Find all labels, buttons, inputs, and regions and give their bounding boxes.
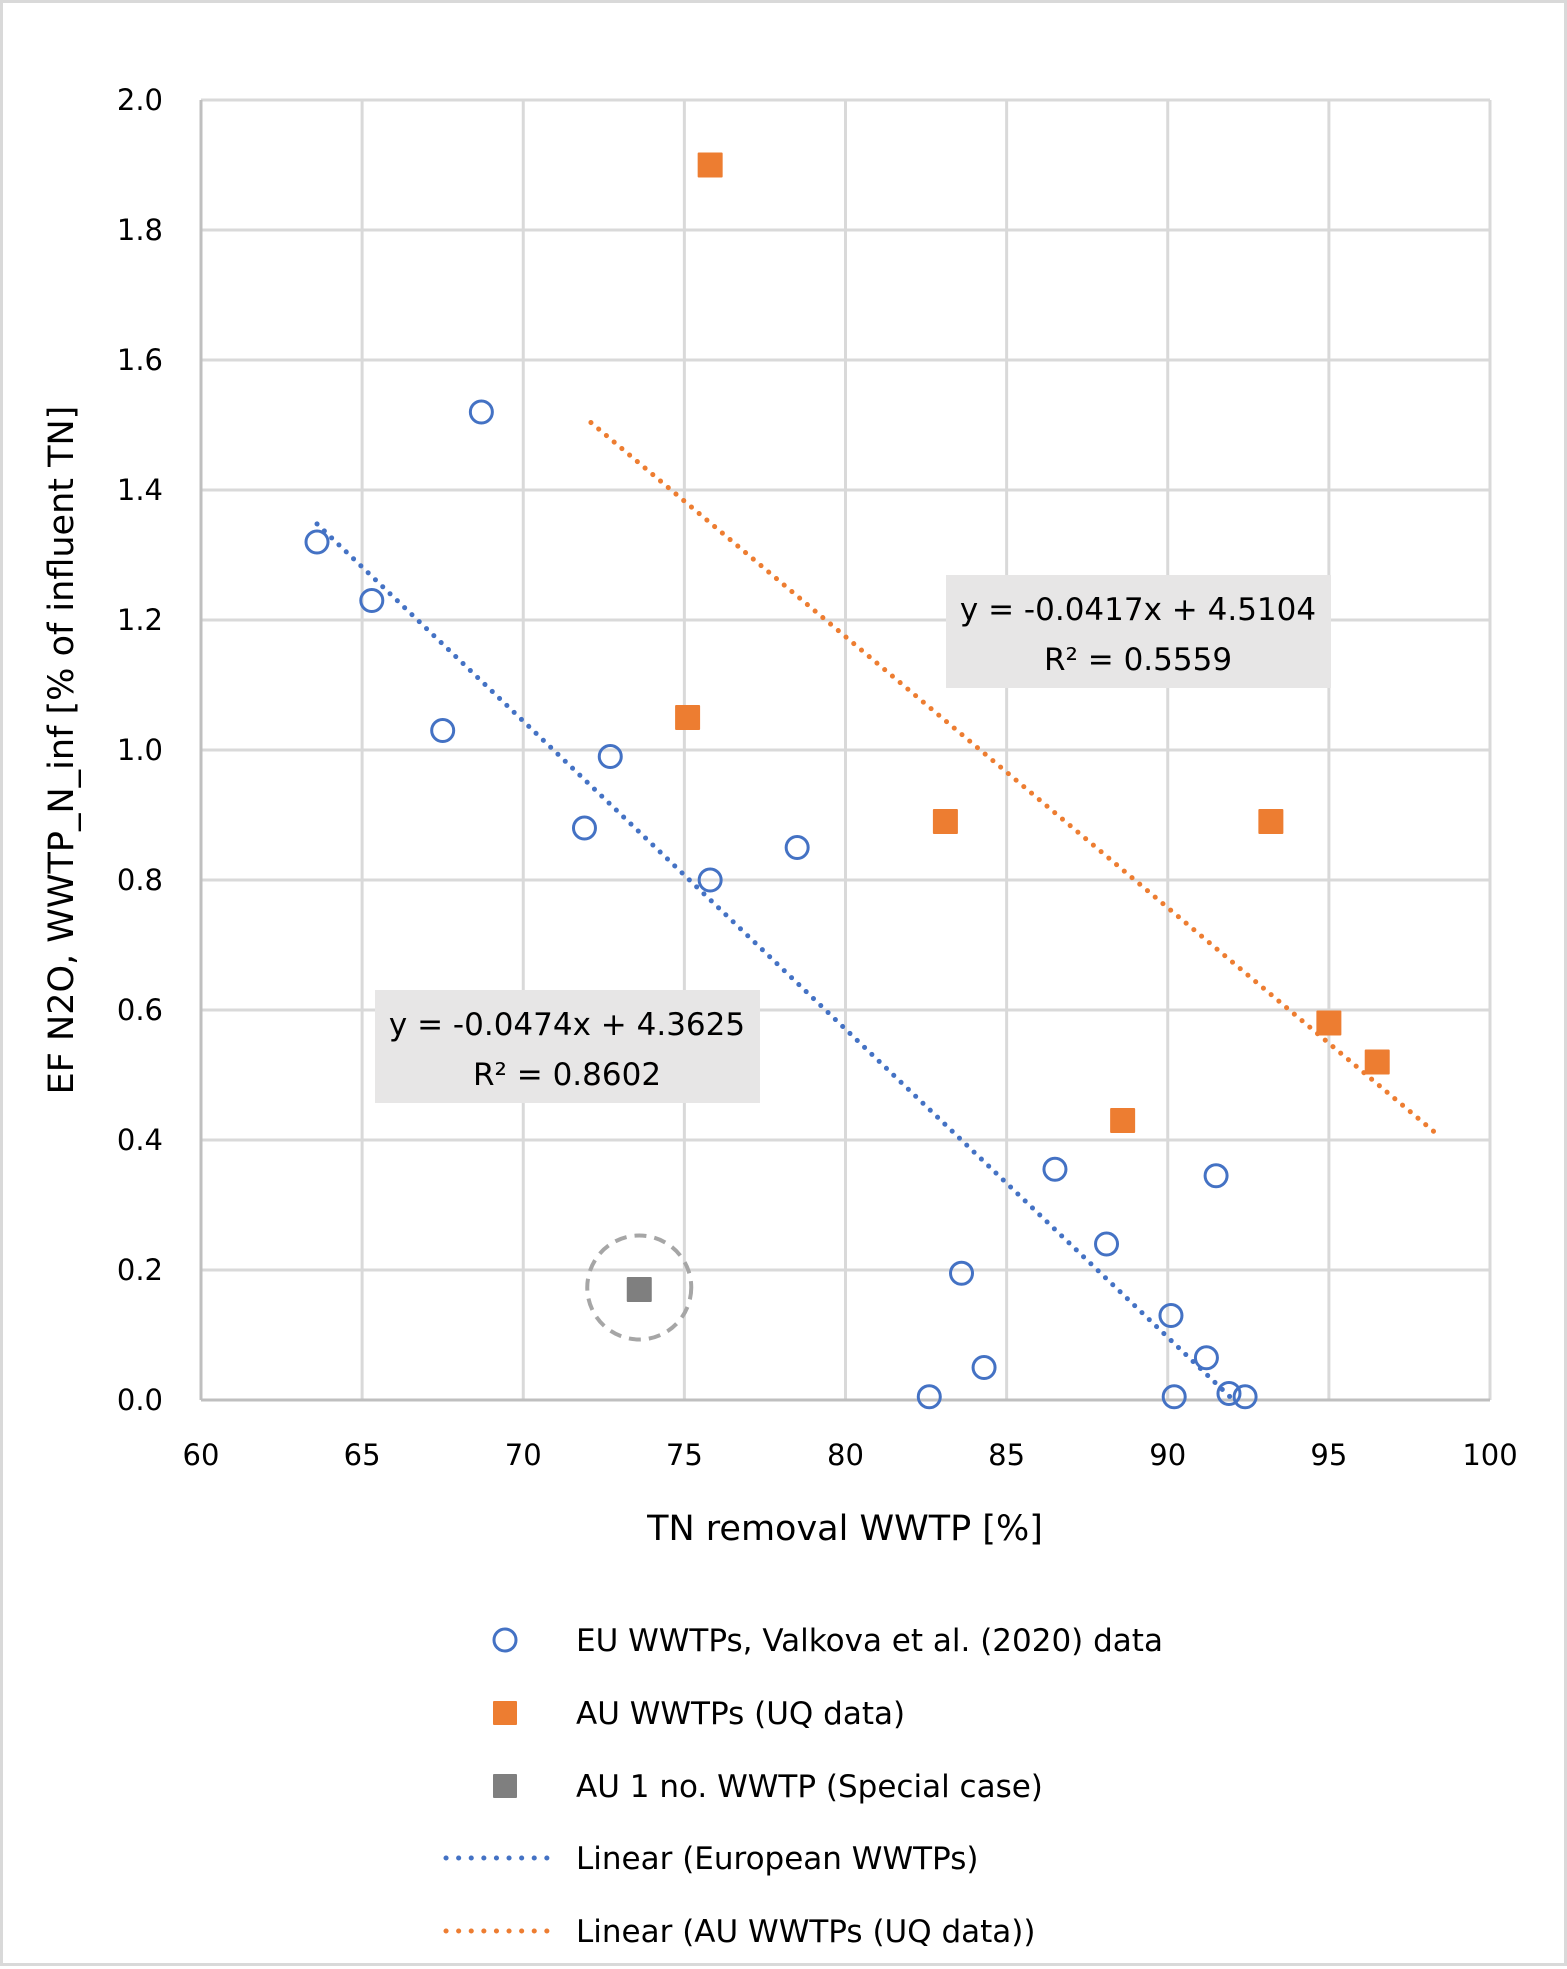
eu-data-point bbox=[597, 744, 623, 769]
legend-open-circle-icon bbox=[492, 1627, 518, 1653]
special-case-highlight-circle bbox=[585, 1233, 694, 1342]
legend-square-icon bbox=[493, 1701, 517, 1725]
x-axis-title: TN removal WWTP [%] bbox=[646, 1509, 1043, 1549]
eu-data-point bbox=[697, 867, 723, 893]
legend-item: Linear (European WWTPs) bbox=[443, 1841, 978, 1877]
eu-data-point bbox=[1161, 1384, 1187, 1410]
legend-label: AU WWTPs (UQ data) bbox=[576, 1696, 905, 1732]
au-data-point bbox=[675, 705, 701, 730]
legend-label: Linear (European WWTPs) bbox=[576, 1841, 978, 1877]
legend-label: Linear (AU WWTPs (UQ data)) bbox=[576, 1914, 1036, 1950]
au-data-point bbox=[1316, 1010, 1342, 1036]
equation-box-eu-background bbox=[375, 990, 760, 1103]
legend-item: AU 1 no. WWTP (Special case) bbox=[493, 1769, 1043, 1805]
eu-data-point bbox=[468, 399, 494, 425]
scatter-chart: 60 65 70 75 80 85 90 95 100 0.0 0.2 0.4 0.6 0.8 1.0 1.… bbox=[42, 83, 1518, 1950]
eu-data-point bbox=[1232, 1384, 1258, 1410]
legend-item: EU WWTPs, Valkova et al. (2020) data bbox=[492, 1623, 1163, 1659]
eu-data-point bbox=[304, 529, 330, 555]
x-tick-labels: 60 65 70 75 80 85 90 95 100 bbox=[183, 1438, 1518, 1472]
x-tick-label: 75 bbox=[666, 1438, 703, 1472]
eu-data-point bbox=[1216, 1381, 1242, 1406]
eu-data-point bbox=[1203, 1163, 1229, 1189]
x-tick-label: 70 bbox=[505, 1438, 542, 1472]
trendline-au bbox=[588, 420, 1441, 1138]
equation-eu: y = -0.0474x + 4.3625 bbox=[389, 1007, 745, 1043]
y-tick-label: 1.6 bbox=[117, 343, 163, 377]
y-tick-labels: 0.0 0.2 0.4 0.6 0.8 1.0 1.2 1.4 1.6 1.8 2.0 bbox=[117, 83, 163, 1417]
x-tick-label: 80 bbox=[827, 1438, 864, 1472]
y-tick-label: 2.0 bbox=[117, 83, 163, 117]
x-tick-label: 85 bbox=[988, 1438, 1025, 1472]
legend-square-icon bbox=[493, 1774, 517, 1798]
eu-data-point bbox=[1094, 1231, 1120, 1257]
au-data-point bbox=[1258, 809, 1284, 834]
y-tick-label: 1.0 bbox=[117, 733, 163, 767]
y-tick-label: 0.6 bbox=[117, 993, 163, 1027]
eu-data-point bbox=[1042, 1156, 1068, 1182]
equation-boxes: y = -0.0474x + 4.3625 R² = 0.8602 y = -0… bbox=[375, 575, 1331, 1103]
equation-box-eu: y = -0.0474x + 4.3625 R² = 0.8602 bbox=[375, 990, 760, 1103]
r-squared-eu: R² = 0.8602 bbox=[473, 1057, 661, 1093]
eu-data-point bbox=[430, 718, 456, 743]
x-tick-label: 65 bbox=[344, 1438, 381, 1472]
trendline-eu bbox=[314, 521, 1235, 1402]
trendlines bbox=[314, 420, 1441, 1402]
eu-data-point bbox=[1193, 1345, 1219, 1371]
equation-box-au: y = -0.0417x + 4.5104 R² = 0.5559 bbox=[946, 575, 1331, 688]
eu-data-point bbox=[949, 1260, 975, 1286]
legend: EU WWTPs, Valkova et al. (2020) data AU W… bbox=[443, 1623, 1163, 1950]
gridlines bbox=[201, 98, 1492, 1400]
x-tick-label: 95 bbox=[1310, 1438, 1347, 1472]
eu-data-point bbox=[784, 835, 810, 860]
y-tick-label: 0.2 bbox=[117, 1253, 163, 1287]
au-data-point bbox=[697, 152, 723, 178]
eu-data-point bbox=[971, 1355, 997, 1380]
au-data-point bbox=[1364, 1049, 1390, 1075]
y-tick-label: 0.8 bbox=[117, 863, 163, 897]
legend-label: EU WWTPs, Valkova et al. (2020) data bbox=[576, 1623, 1163, 1659]
y-tick-label: 1.2 bbox=[117, 603, 163, 637]
au-data-point bbox=[932, 809, 958, 834]
x-tick-label: 100 bbox=[1462, 1438, 1517, 1472]
eu-data-point bbox=[359, 588, 385, 613]
data-points bbox=[304, 152, 1390, 1410]
eu-data-point bbox=[571, 815, 597, 841]
y-tick-label: 0.4 bbox=[117, 1123, 163, 1157]
legend-item: AU WWTPs (UQ data) bbox=[493, 1696, 905, 1732]
plot-area-border bbox=[199, 100, 1490, 1402]
equation-box-au-background bbox=[946, 575, 1331, 688]
eu-data-point bbox=[916, 1384, 942, 1410]
eu-data-point bbox=[1158, 1303, 1184, 1328]
y-tick-label: 1.4 bbox=[117, 473, 163, 507]
x-tick-label: 60 bbox=[183, 1438, 220, 1472]
y-tick-label: 1.8 bbox=[117, 213, 163, 247]
y-tick-label: 0.0 bbox=[117, 1383, 163, 1417]
legend-item: Linear (AU WWTPs (UQ data)) bbox=[443, 1914, 1036, 1950]
au-data-point bbox=[1110, 1108, 1136, 1133]
legend-label: AU 1 no. WWTP (Special case) bbox=[576, 1769, 1043, 1805]
equation-au: y = -0.0417x + 4.5104 bbox=[960, 592, 1316, 628]
special-case-data-point bbox=[626, 1277, 652, 1302]
r-squared-au: R² = 0.5559 bbox=[1044, 642, 1232, 678]
x-tick-label: 90 bbox=[1149, 1438, 1186, 1472]
y-axis-title: EF N2O, WWTP_N_inf [% of influent TN] bbox=[42, 406, 82, 1095]
